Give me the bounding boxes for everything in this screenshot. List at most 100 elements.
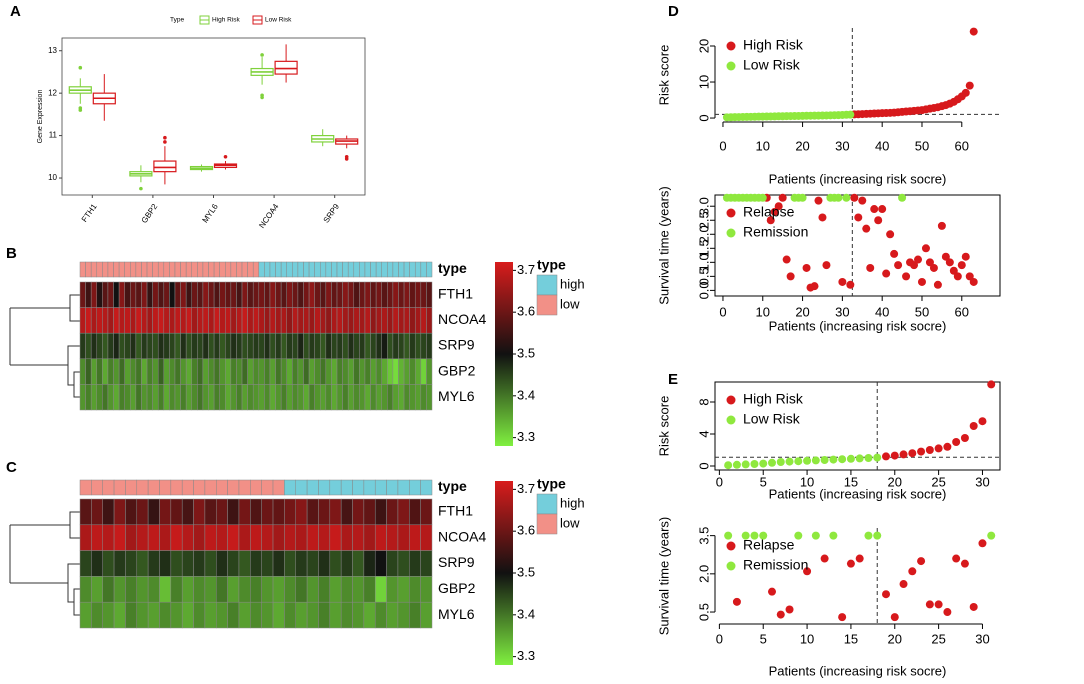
legend-label: High Risk (212, 17, 241, 24)
heatmap-cell (284, 601, 296, 629)
point (890, 613, 899, 622)
annotation-cell (170, 479, 183, 496)
heatmap-cell (238, 498, 251, 526)
heatmap-cell (216, 498, 228, 526)
x-tick-label: 5 (760, 631, 767, 646)
heatmap-cell (284, 550, 296, 577)
heatmap-cell (197, 332, 204, 360)
heatmap-cell (275, 384, 282, 411)
heatmap-cell (297, 281, 304, 308)
point (925, 600, 934, 609)
heatmap-cell (241, 384, 248, 411)
heatmap-cell (258, 307, 265, 334)
heatmap-cell (90, 307, 98, 334)
legend-marker (726, 541, 736, 551)
point (864, 454, 873, 462)
heatmap-cell (125, 498, 138, 526)
heatmap-cell (216, 576, 228, 603)
heatmap-cell (152, 358, 159, 385)
heatmap-cell (102, 550, 115, 577)
point (759, 531, 768, 540)
heatmap-cell (359, 307, 366, 334)
heatmap-cell (318, 498, 331, 526)
outlier (163, 140, 167, 144)
point (949, 266, 958, 275)
heatmap-cell (381, 384, 388, 411)
heatmap-cell (363, 601, 376, 629)
colorbar-label: 3.4 (517, 606, 535, 621)
point (953, 272, 962, 281)
y-tick-label: 13 (48, 46, 57, 55)
heatmap-cell (331, 358, 338, 385)
point (855, 454, 864, 463)
heatmap-cell (216, 550, 228, 577)
heatmap-cell (403, 281, 410, 308)
heatmap-cell (174, 384, 181, 411)
heatmap-cell (250, 576, 262, 603)
heatmap-cell (387, 281, 394, 308)
heatmap-cell (386, 576, 399, 603)
annotation-cell (269, 261, 276, 278)
annotation-cell (216, 479, 228, 496)
heatmap-cell (213, 384, 220, 411)
heatmap-cell (286, 384, 293, 411)
heatmap-cell (374, 498, 387, 526)
point (943, 608, 952, 617)
heatmap-cell (181, 601, 194, 629)
heatmap-cell (398, 307, 405, 334)
point (961, 252, 970, 261)
outlier (163, 135, 167, 140)
heatmap-cell (124, 332, 131, 360)
x-tick-label: 0 (716, 631, 723, 646)
point (899, 580, 908, 589)
heatmap-cell (102, 281, 109, 308)
heatmap-cell (340, 524, 353, 551)
heatmap-cell (340, 601, 353, 629)
heatmap-cell (197, 307, 204, 334)
x-tick-label: 30 (975, 631, 989, 646)
annotation-title: type (438, 260, 467, 276)
heatmap-cell (152, 281, 159, 308)
annotation-cell (409, 261, 416, 278)
point (882, 590, 890, 599)
heatmap-cell (213, 307, 220, 334)
heatmap-cell (292, 332, 299, 360)
heatmap-cell (85, 358, 92, 385)
heatmap-cell (325, 358, 332, 385)
heatmap-cell (297, 332, 304, 360)
heatmap-cell (370, 358, 377, 385)
heatmap-cell (318, 524, 331, 551)
row-dendrogram (9, 511, 80, 616)
heatmap-cell (331, 307, 338, 334)
heatmap-cell (387, 384, 394, 411)
heatmap-cell (163, 281, 170, 308)
row-label: GBP2 (438, 580, 476, 596)
point (794, 531, 803, 540)
point (768, 587, 776, 596)
heatmap-cell (292, 358, 299, 385)
heatmap-cell (325, 384, 332, 411)
heatmap-cell (130, 332, 137, 360)
heatmap-cell (252, 307, 260, 334)
heatmap-cell (79, 550, 92, 577)
heatmap-cell (303, 281, 310, 308)
heatmap-cell (241, 281, 248, 308)
heatmap-cell (157, 332, 165, 360)
heatmap-cell (79, 524, 92, 551)
heatmap-cell (130, 307, 137, 334)
heatmap-cell (342, 384, 349, 411)
legend-title: type (537, 476, 566, 492)
heatmap-cell (374, 524, 387, 551)
heatmap-cell (426, 332, 433, 360)
heatmap-cell (347, 384, 355, 411)
heatmap-cell (216, 601, 228, 629)
annotation-cell (414, 261, 422, 278)
heatmap-cell (398, 384, 405, 411)
heatmap-cell (386, 524, 399, 551)
row-label: FTH1 (438, 503, 473, 519)
point (874, 216, 883, 225)
heatmap-cell (124, 358, 131, 385)
heatmap-cell (318, 576, 331, 603)
annotation-cell (230, 261, 237, 278)
heatmap-cell (135, 384, 142, 411)
